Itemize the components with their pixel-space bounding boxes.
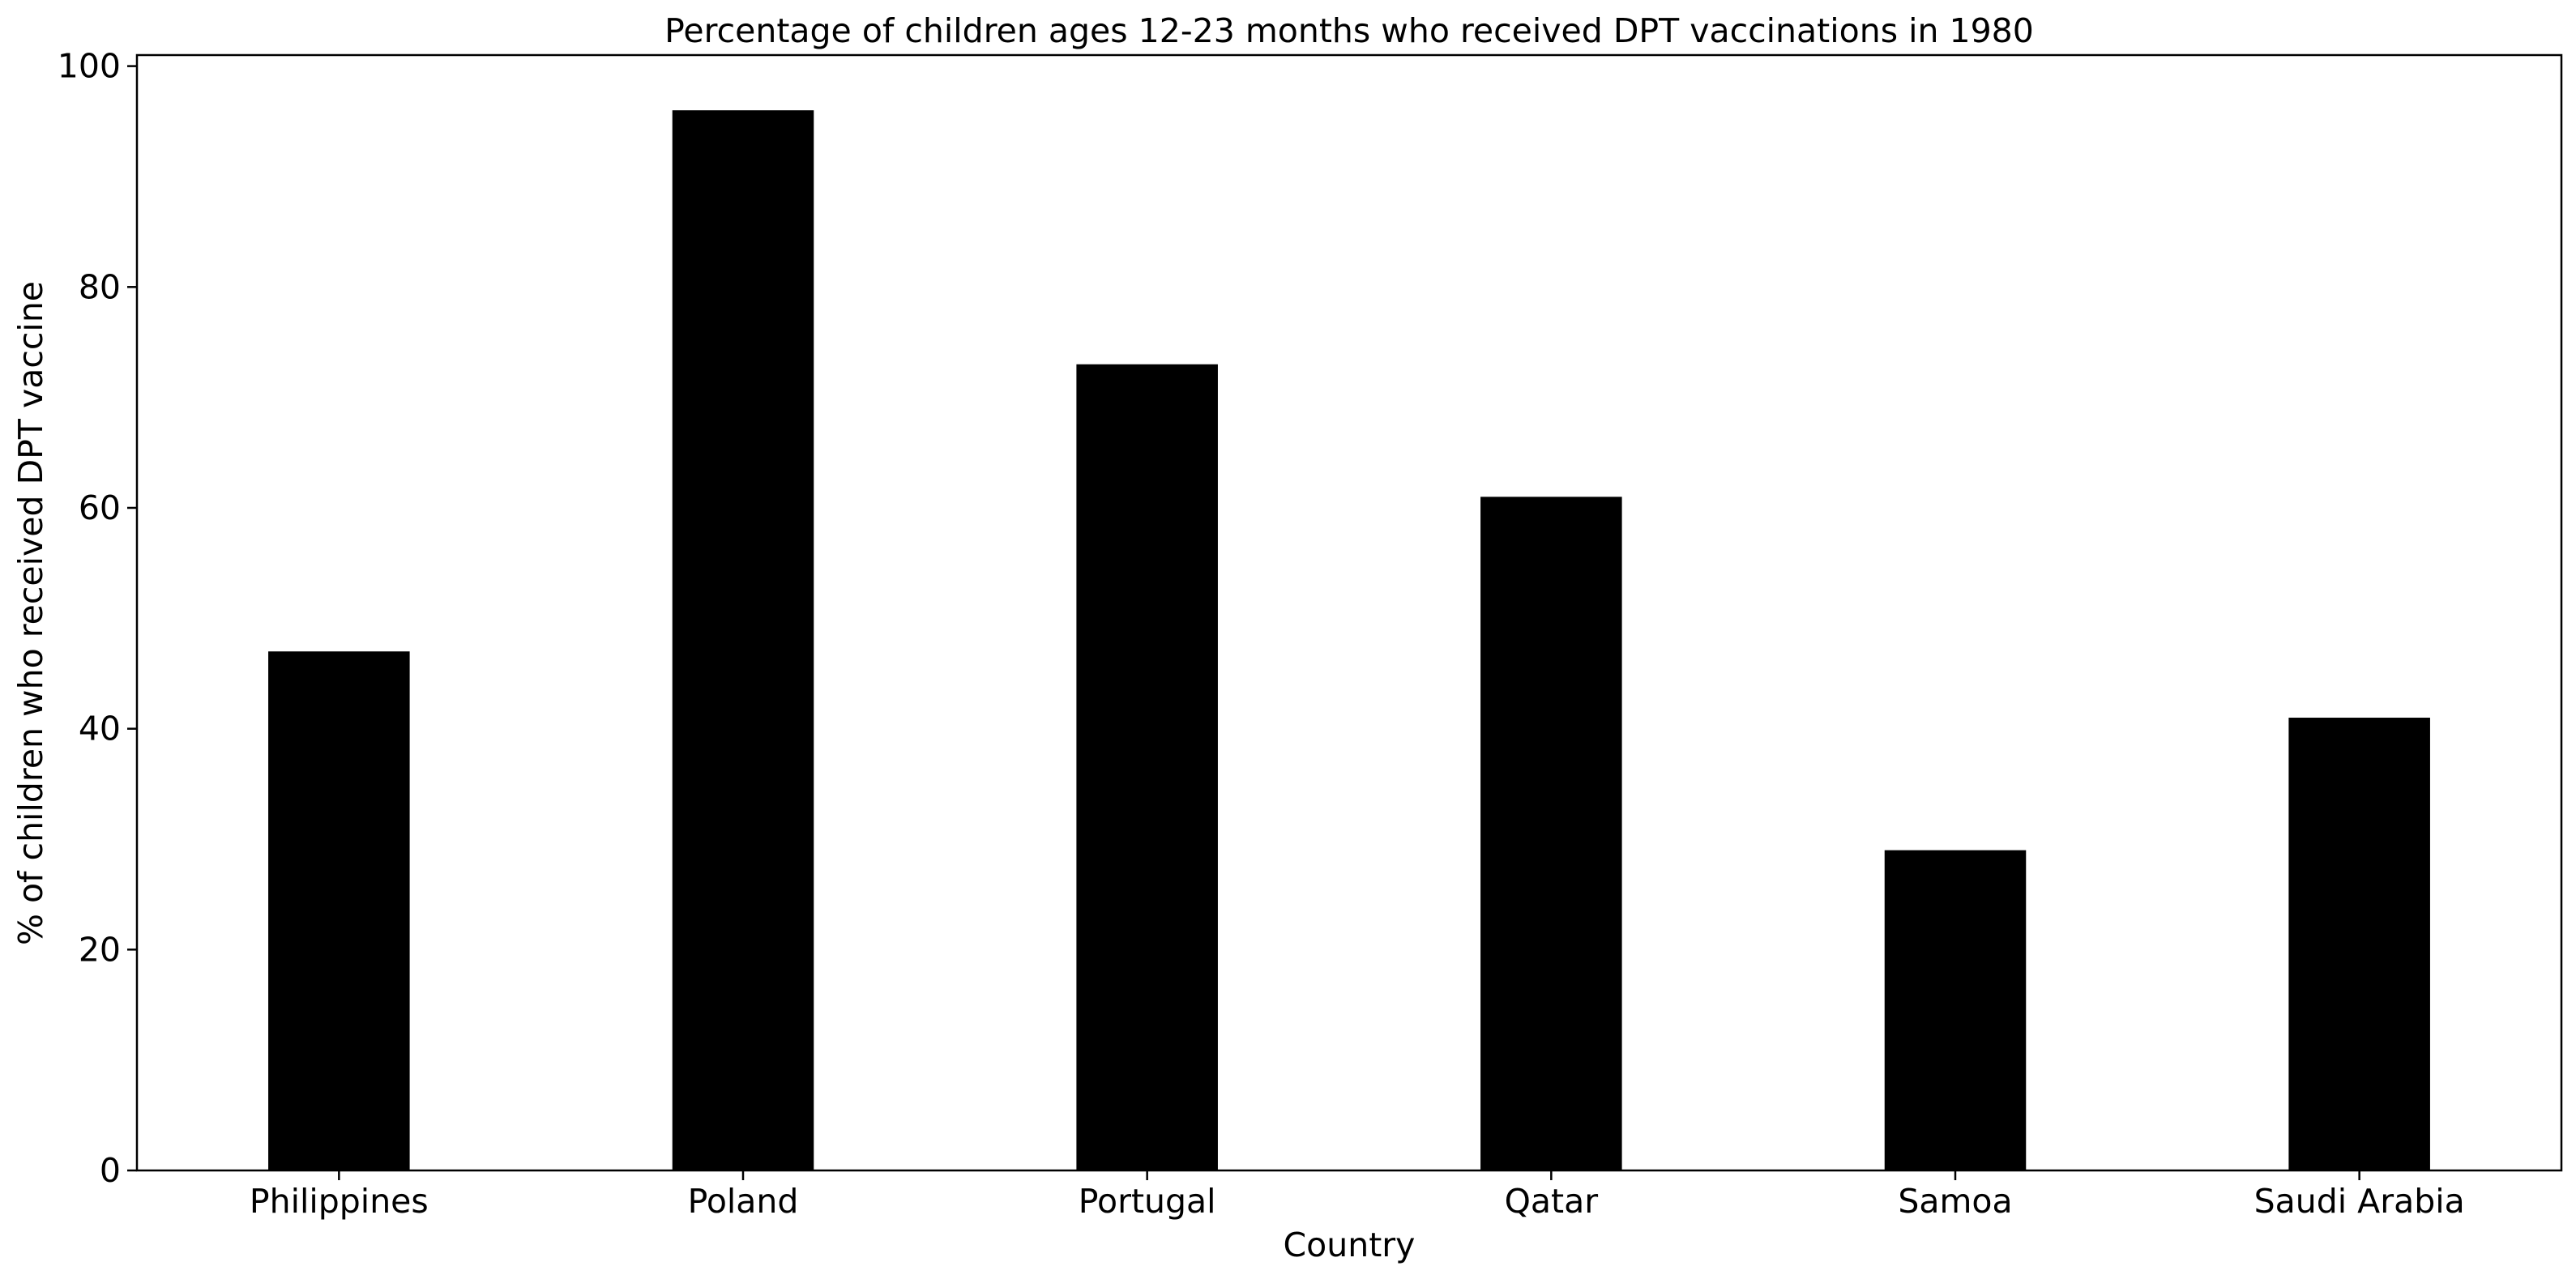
y-tick-label: 80 [79,267,121,306]
x-tick-label: Philippines [250,1182,429,1221]
x-axis-label: Country [1284,1226,1416,1264]
bar-saudi-arabia [2288,718,2430,1170]
y-axis-label: % of children who received DPT vaccine [11,281,50,945]
bar-portugal [1076,364,1218,1171]
y-tick-label: 60 [79,488,121,527]
x-tick-label: Qatar [1505,1182,1599,1221]
chart-title: Percentage of children ages 12-23 months… [664,11,2034,50]
x-tick-label: Saudi Arabia [2254,1182,2465,1221]
x-axis: Philippines Poland Portugal Qatar Samoa Saudi… [250,1170,2465,1221]
bar-qatar [1480,497,1622,1170]
bar-samoa [1884,850,2027,1170]
y-axis: 0 20 40 60 80 100 [58,47,137,1190]
x-tick-label: Portugal [1079,1182,1216,1221]
plot-frame [135,53,2563,1172]
bar-philippines [268,651,410,1170]
bar-poland [672,110,814,1170]
y-tick-label: 0 [100,1151,121,1190]
bars-group [268,110,2430,1171]
x-tick-label: Samoa [1898,1182,2012,1221]
x-tick-label: Poland [688,1182,799,1221]
y-tick-label: 20 [79,930,121,969]
y-tick-label: 100 [58,47,121,86]
y-tick-label: 40 [79,710,121,748]
